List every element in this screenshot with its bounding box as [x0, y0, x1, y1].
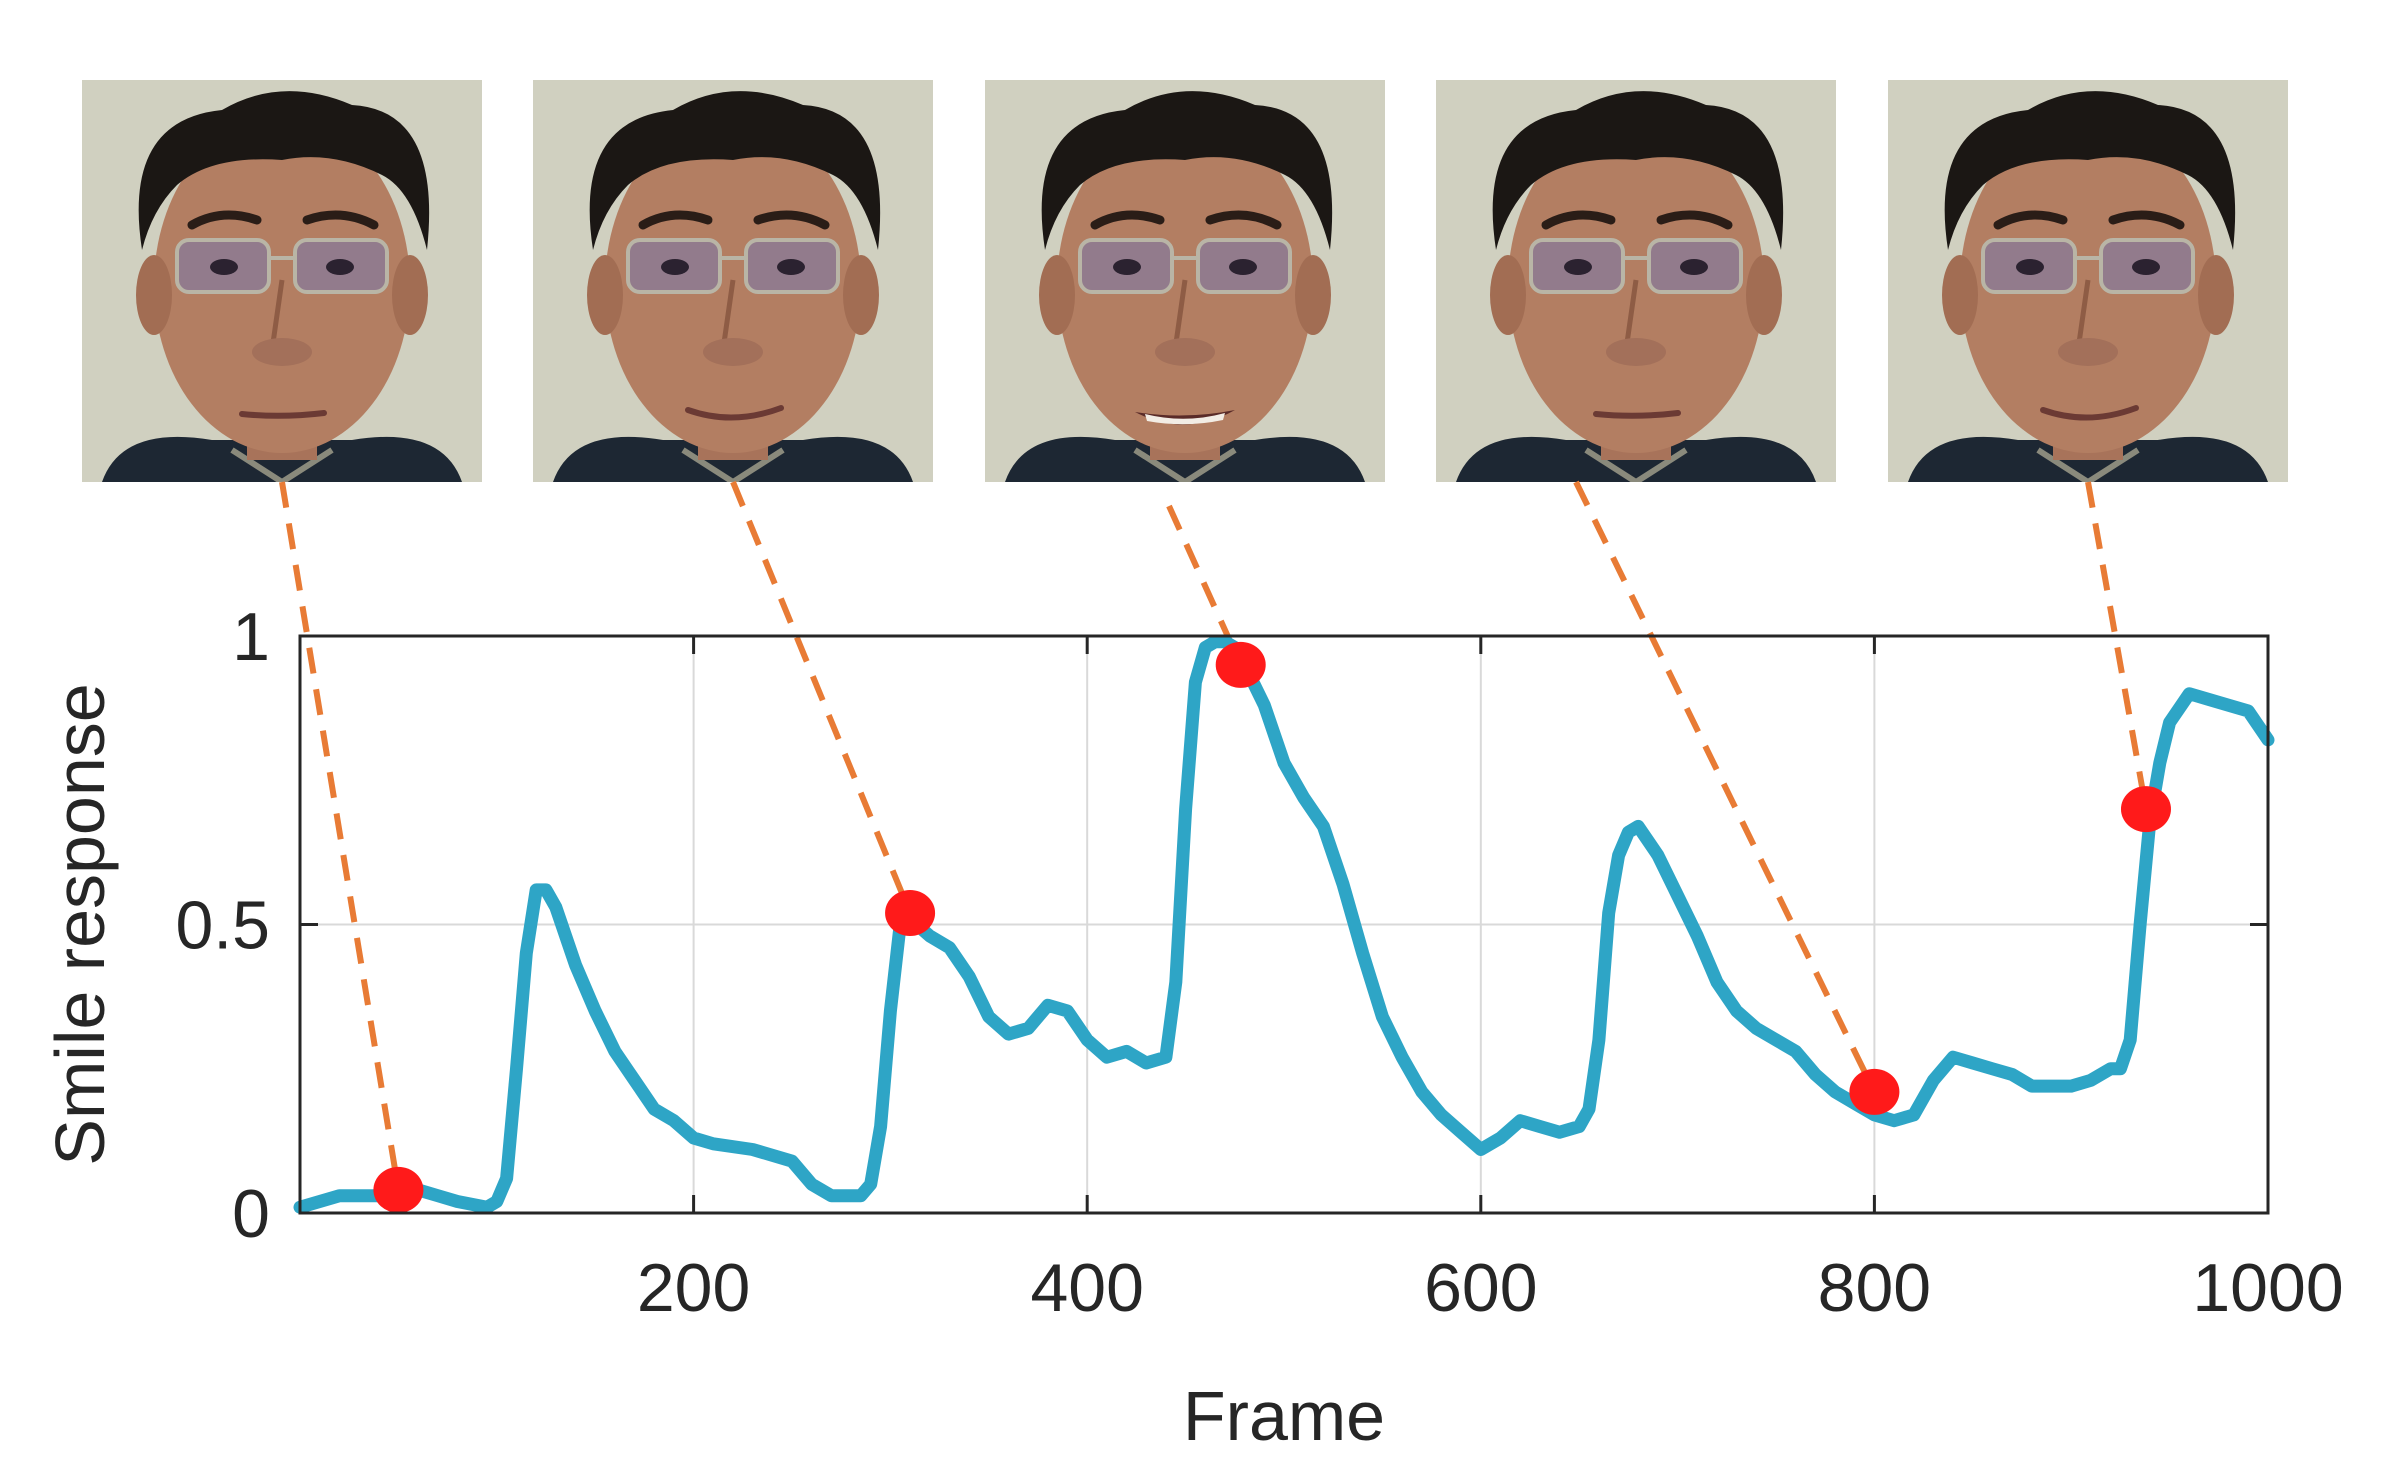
highlight-marker-4 — [1849, 1068, 1900, 1115]
connector-line-2 — [730, 480, 913, 915]
highlight-marker-5 — [2120, 786, 2171, 833]
smile-response-line-0 — [293, 635, 2275, 1214]
highlight-marker-3 — [1215, 641, 1266, 688]
grid-lines — [300, 636, 2268, 1213]
y-tick-label-1: 0.5 — [175, 888, 270, 964]
x-tick-label-0: 200 — [637, 1250, 750, 1326]
connector-line-4 — [1573, 480, 1878, 1094]
x-tick-label-2: 600 — [1424, 1250, 1537, 1326]
x-tick-label-4: 1000 — [2192, 1250, 2343, 1326]
face-frame-3 — [985, 80, 1385, 482]
face-frame-4 — [1436, 80, 1836, 482]
face-frame-2 — [533, 80, 933, 482]
connector-line-5 — [2085, 481, 2149, 810]
connector-line-1 — [279, 481, 402, 1191]
axis-ticks: 200 400 600 800 1000 0 0.5 1 — [175, 599, 2343, 1326]
series-layer — [293, 635, 2275, 1214]
x-tick-label-1: 400 — [1030, 1250, 1143, 1326]
face-frame-1 — [82, 80, 482, 482]
y-tick-label-2: 1 — [232, 599, 270, 675]
highlight-marker-1 — [373, 1166, 424, 1213]
y-axis-title: Smile response — [41, 683, 119, 1165]
y-tick-label-0: 0 — [232, 1176, 270, 1252]
highlight-markers — [373, 641, 2171, 1213]
highlight-marker-2 — [885, 889, 936, 936]
x-axis-title: Frame — [1183, 1377, 1385, 1455]
face-frame-5 — [1888, 80, 2288, 482]
x-tick-label-3: 800 — [1818, 1250, 1931, 1326]
